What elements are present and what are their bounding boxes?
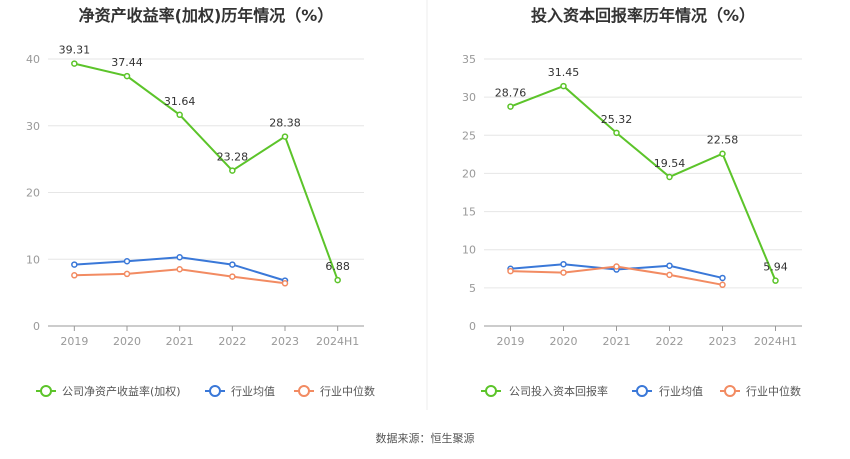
- data-point: [281, 133, 289, 140]
- series-line-company: [74, 62, 339, 281]
- data-label: 23.28: [217, 151, 249, 164]
- data-point: [507, 267, 514, 275]
- data-point: [560, 82, 567, 90]
- data-point: [666, 173, 673, 181]
- legend-label-industry_median[interactable]: 行业中位数: [320, 384, 375, 398]
- x-tick-label: 2020: [113, 335, 141, 348]
- data-label: 6.88: [325, 260, 350, 273]
- data-source-text: 数据来源：恒生聚源: [376, 431, 475, 445]
- data-label: 28.76: [495, 87, 527, 100]
- y-tick-label: 20: [462, 167, 476, 180]
- legend-label-industry_avg[interactable]: 行业均值: [659, 385, 703, 398]
- data-label: 19.54: [654, 157, 686, 170]
- legend-marker-industry_median[interactable]: [724, 385, 736, 397]
- data-point: [71, 272, 78, 279]
- x-tick-label: 2023: [271, 335, 299, 348]
- data-point: [560, 260, 567, 268]
- data-point: [71, 60, 78, 67]
- data-point: [176, 111, 183, 119]
- x-tick-label: 2022: [656, 335, 684, 348]
- data-point: [613, 263, 620, 270]
- legend-label-company[interactable]: 公司净资产收益率(加权): [62, 384, 181, 398]
- series-line-company: [510, 84, 777, 282]
- y-tick-label: 5: [469, 282, 476, 295]
- data-point: [176, 266, 183, 273]
- x-tick-label: 2024H1: [316, 335, 359, 348]
- x-tick-label: 2019: [497, 335, 525, 348]
- y-tick-label: 0: [469, 320, 476, 333]
- data-point: [71, 261, 78, 268]
- legend-marker-industry_median[interactable]: [298, 385, 310, 397]
- data-point: [666, 262, 673, 269]
- legend-marker-company[interactable]: [40, 385, 52, 397]
- data-point: [229, 273, 236, 280]
- data-label: 31.64: [164, 95, 196, 108]
- y-tick-label: 35: [462, 53, 476, 66]
- y-tick-label: 10: [462, 244, 476, 257]
- x-tick-label: 2022: [218, 335, 246, 348]
- y-tick-label: 30: [26, 120, 40, 133]
- data-point: [281, 280, 289, 287]
- legend-label-industry_median[interactable]: 行业中位数: [746, 384, 801, 398]
- y-tick-label: 30: [462, 91, 476, 104]
- data-label: 25.32: [601, 113, 633, 126]
- x-tick-label: 2019: [60, 335, 88, 348]
- legend-label-industry_avg[interactable]: 行业均值: [231, 385, 275, 398]
- data-label: 22.58: [707, 134, 739, 147]
- data-label: 28.38: [269, 117, 301, 130]
- data-point: [507, 103, 514, 110]
- x-tick-label: 2020: [550, 335, 578, 348]
- x-tick-label: 2021: [603, 335, 631, 348]
- x-tick-label: 2021: [166, 335, 194, 348]
- data-label: 39.31: [59, 44, 91, 57]
- y-tick-label: 20: [26, 187, 40, 200]
- chart-title-2: 投入资本回报率历年情况（%）: [531, 6, 755, 25]
- y-tick-label: 0: [33, 320, 40, 333]
- y-tick-label: 15: [462, 206, 476, 219]
- data-point: [719, 150, 726, 157]
- data-point: [229, 261, 236, 268]
- data-label: 31.45: [548, 66, 580, 79]
- data-point: [613, 129, 620, 137]
- data-point: [123, 270, 131, 278]
- data-label: 37.44: [111, 56, 143, 69]
- data-point: [560, 269, 567, 276]
- y-tick-label: 40: [26, 53, 40, 66]
- chart-title-1: 净资产收益率(加权)历年情况（%）: [79, 6, 334, 25]
- data-point: [719, 281, 726, 289]
- y-tick-label: 10: [26, 253, 40, 266]
- data-point: [123, 258, 131, 265]
- data-point: [229, 167, 236, 174]
- data-point: [719, 274, 726, 282]
- legend-marker-company[interactable]: [485, 385, 497, 397]
- legend-marker-industry_avg[interactable]: [636, 385, 648, 397]
- data-point: [334, 276, 341, 284]
- legend-marker-industry_avg[interactable]: [209, 385, 221, 397]
- data-point: [123, 72, 131, 80]
- x-tick-label: 2024H1: [754, 335, 797, 348]
- y-tick-label: 25: [462, 129, 476, 142]
- data-label: 5.94: [763, 261, 788, 274]
- data-point: [772, 277, 779, 284]
- x-tick-label: 2023: [709, 335, 737, 348]
- data-point: [666, 271, 673, 279]
- legend-label-company[interactable]: 公司投入资本回报率: [509, 384, 608, 398]
- data-point: [176, 253, 183, 261]
